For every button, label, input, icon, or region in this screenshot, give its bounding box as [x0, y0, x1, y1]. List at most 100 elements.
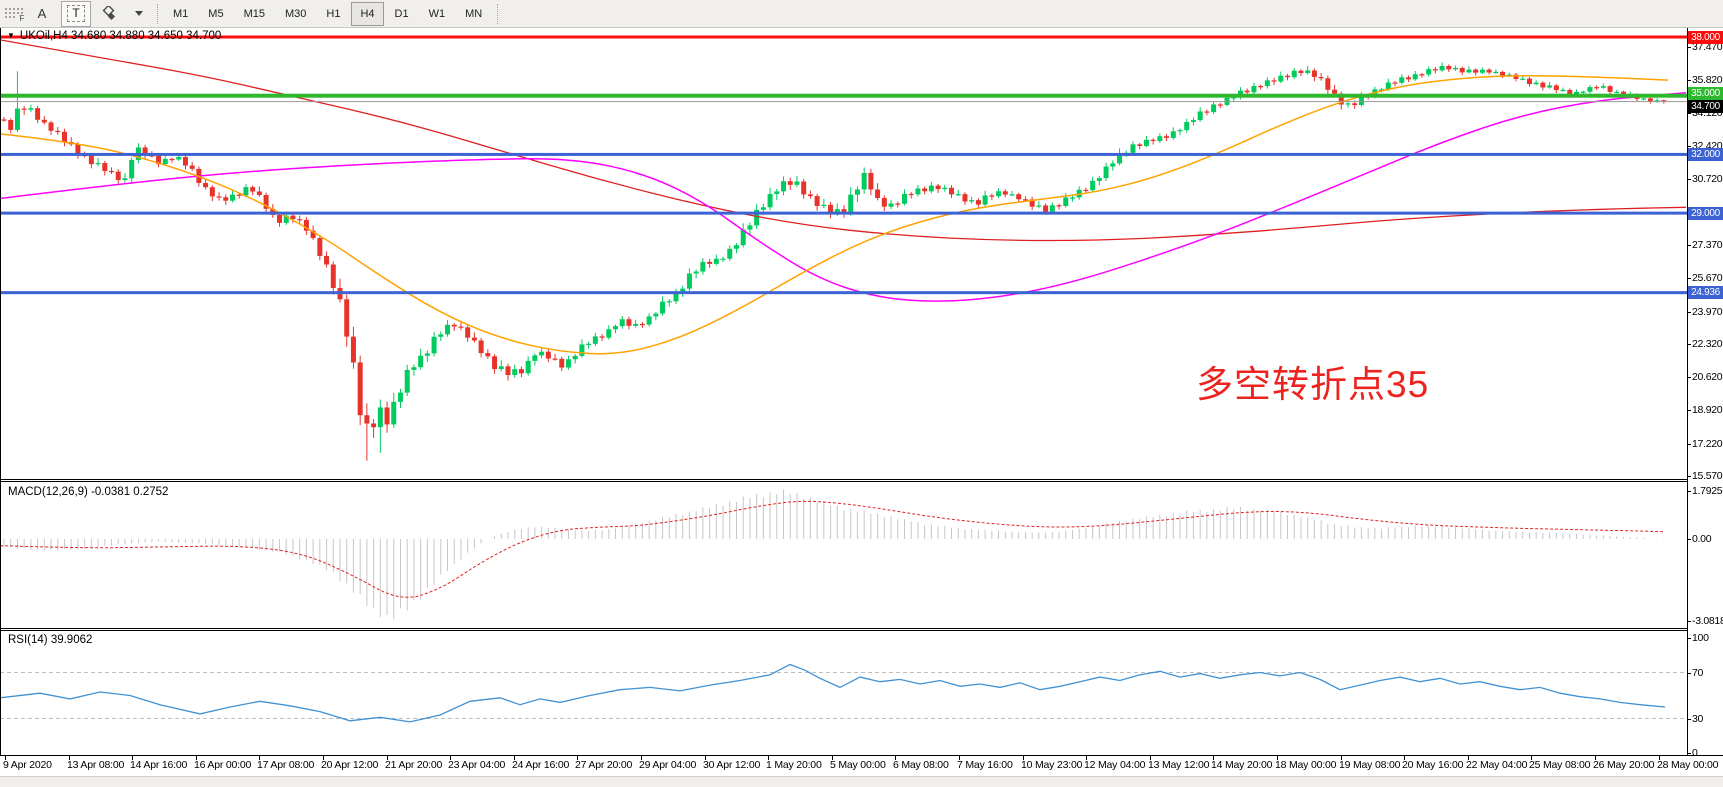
time-tick	[1086, 756, 1087, 760]
price-tick-label: 22.320	[1692, 338, 1723, 350]
time-tick-label: 21 Apr 20:00	[385, 759, 443, 771]
time-tick	[895, 756, 896, 760]
candles	[1, 62, 1667, 461]
price-tick-label: 25.670	[1692, 272, 1723, 284]
time-tick-label: 26 May 20:00	[1593, 759, 1655, 771]
diamond-glyph	[102, 5, 116, 20]
time-tick-label: 5 May 00:00	[830, 759, 886, 771]
price-tick-dash	[1687, 113, 1691, 114]
hline-35	[0, 93, 1687, 98]
price-tick-dash	[1687, 80, 1691, 81]
price-tick-dash	[1687, 476, 1691, 477]
hline-29	[0, 211, 1687, 215]
text-label-icon[interactable]: A	[37, 6, 47, 21]
time-tick	[1213, 756, 1214, 760]
timeframe-button-w1[interactable]: W1	[428, 7, 446, 20]
time-tick	[132, 756, 133, 760]
price-tick-label: 30.720	[1692, 173, 1723, 185]
price-tick-dash	[1687, 245, 1691, 246]
time-tick	[259, 756, 260, 760]
timeframe-button-mn[interactable]: MN	[465, 7, 483, 20]
price-chart-canvas[interactable]	[0, 28, 1688, 479]
rsi-tick-label: 100	[1692, 632, 1709, 644]
time-tick	[1659, 756, 1660, 760]
time-tick	[1150, 756, 1151, 760]
macd-tick-dash	[1687, 491, 1691, 492]
price-tick-dash	[1687, 312, 1691, 313]
time-tick-label: 16 Apr 00:00	[194, 759, 252, 771]
rsi-line	[0, 663, 1666, 723]
chart-title: ▼ UKOil,H4 34.680 34.880 34.650 34.700	[7, 30, 221, 42]
time-tick-label: 20 May 16:00	[1402, 759, 1464, 771]
time-tick	[768, 756, 769, 760]
rsi-tick-label: 70	[1692, 667, 1704, 679]
timeframe-button-m30[interactable]: M30	[284, 7, 307, 20]
time-tick	[1595, 756, 1596, 760]
ma-mid-magenta	[0, 92, 1687, 302]
price-badge-35.000: 35.000	[1688, 87, 1723, 100]
price-tick-label: 18.920	[1692, 404, 1723, 416]
price-tick-label: 17.220	[1692, 438, 1723, 450]
timeframe-button-h1[interactable]: H1	[326, 7, 341, 20]
price-badge-38.000: 38.000	[1688, 31, 1723, 44]
time-tick-label: 1 May 20:00	[766, 759, 822, 771]
time-tick	[1468, 756, 1469, 760]
rsi-tick-label: 30	[1692, 713, 1704, 725]
timeframe-button-m5[interactable]: M5	[208, 7, 224, 20]
time-tick	[1277, 756, 1278, 760]
rsi-tick-label: 0	[1692, 747, 1698, 759]
chart-left-border	[0, 28, 1, 755]
time-tick	[832, 756, 833, 760]
timeframe-button-d1[interactable]: D1	[394, 7, 409, 20]
time-tick-label: 19 May 08:00	[1339, 759, 1401, 771]
macd-panel-canvas[interactable]	[0, 482, 1688, 628]
time-tick-label: 9 Apr 2020	[3, 759, 52, 771]
time-tick	[514, 756, 515, 760]
time-tick	[577, 756, 578, 760]
toolbar-separator	[497, 3, 499, 24]
price-tick-dash	[1687, 179, 1691, 180]
price-tick-dash	[1687, 146, 1691, 147]
time-tick-label: 30 Apr 12:00	[703, 759, 761, 771]
macd-tick-dash	[1687, 621, 1691, 622]
price-tick-dash	[1687, 344, 1691, 345]
time-tick	[323, 756, 324, 760]
price-tick-dash	[1687, 444, 1691, 445]
panel-separator[interactable]	[0, 481, 1688, 482]
rsi-tick-dash	[1687, 753, 1691, 754]
macd-tick-label: -3.0818	[1692, 615, 1723, 627]
time-tick-label: 18 May 00:00	[1275, 759, 1337, 771]
timeframe-button-m1[interactable]: M1	[173, 7, 189, 20]
dropdown-arrow-icon[interactable]	[126, 2, 150, 26]
time-tick	[387, 756, 388, 760]
dotted-grid-glyph	[4, 7, 23, 18]
panel-separator[interactable]	[0, 630, 1688, 631]
time-tick	[196, 756, 197, 760]
hline-24.936	[0, 291, 1687, 295]
time-tick	[1023, 756, 1024, 760]
rsi-panel-canvas[interactable]	[0, 631, 1688, 755]
hline-32	[0, 152, 1687, 156]
price-tick-label: 23.970	[1692, 306, 1723, 318]
time-tick	[1341, 756, 1342, 760]
rsi-tick-dash	[1687, 673, 1691, 674]
macd-tick-label: 1.7925	[1692, 485, 1723, 497]
hline-38	[0, 35, 1687, 39]
time-tick-label: 14 May 20:00	[1211, 759, 1273, 771]
time-tick-label: 13 May 12:00	[1148, 759, 1210, 771]
time-tick-label: 6 May 08:00	[893, 759, 949, 771]
timeframe-button-m15[interactable]: M15	[243, 7, 265, 20]
macd-signal-line	[0, 500, 1666, 598]
time-tick-label: 29 Apr 04:00	[639, 759, 697, 771]
price-axis-border	[1687, 28, 1688, 755]
panel-separator[interactable]	[0, 628, 1688, 629]
objects-diamond-icon[interactable]	[98, 2, 122, 26]
panel-separator[interactable]	[0, 479, 1688, 480]
macd-tick-dash	[1687, 539, 1691, 540]
time-tick-label: 17 Apr 08:00	[257, 759, 315, 771]
text-tool-button[interactable]: T	[61, 0, 91, 27]
price-tick-label: 15.570	[1692, 470, 1723, 482]
timeframe-button-h4[interactable]: H4	[351, 1, 384, 26]
dotted-grid-icon[interactable]: F	[2, 2, 26, 26]
price-tick-label: 37.470	[1692, 41, 1723, 53]
